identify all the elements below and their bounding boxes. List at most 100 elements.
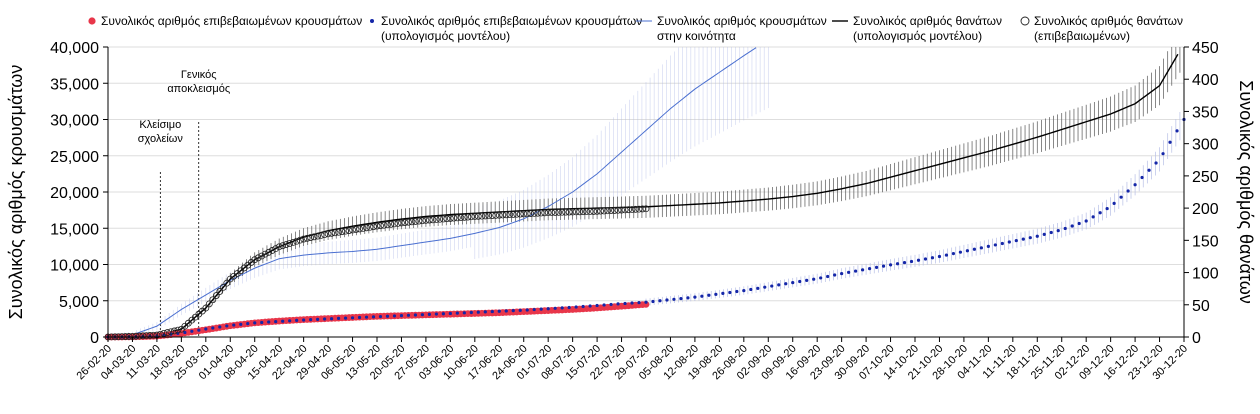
series-confirmed-deaths-point [212, 292, 220, 299]
series-confirmed-deaths-point [328, 229, 335, 237]
series-confirmed-deaths-point [614, 206, 622, 214]
series-confirmed-deaths-point [625, 206, 632, 214]
series-model-cases-point [1133, 183, 1137, 187]
series-confirmed-deaths-point [282, 241, 290, 248]
series-model-cases-point [469, 310, 473, 315]
series-confirmed-deaths-point [628, 206, 636, 213]
series-model-cases-point [560, 306, 564, 310]
series-confirmed-deaths-point [254, 254, 262, 262]
series-confirmed-deaths-point [586, 208, 594, 215]
series-model-cases-point [1119, 195, 1123, 199]
series-confirmed-deaths-point [621, 206, 629, 214]
series-model-cases-point [937, 254, 942, 259]
series-model-cases-point [511, 309, 515, 313]
series-model-cases-point [553, 306, 557, 310]
series-confirmed-deaths-point [289, 238, 297, 246]
series-confirmed-deaths-point [331, 229, 339, 237]
series-model-cases-point [476, 310, 480, 314]
right-axis-title: Συνολικός αριθμός θανάτων [1236, 80, 1256, 304]
series-community-line [107, 47, 757, 338]
series-confirmed-deaths-point [555, 208, 563, 216]
series-confirmed-deaths-point [523, 210, 531, 218]
legend-label-line: στην κοινότητα [657, 29, 736, 43]
series-model-cases-point [413, 313, 418, 317]
series-confirmed-deaths-point [163, 329, 171, 336]
series-confirmed-deaths-point [600, 207, 608, 215]
series-confirmed-deaths-point [527, 210, 535, 217]
series-model-cases-point [225, 324, 229, 328]
series-confirmed-deaths-point [499, 211, 507, 219]
series-model-cases-point [567, 305, 571, 310]
series-confirmed-deaths-point [639, 205, 646, 213]
series-model-cases-point [441, 312, 445, 316]
series-model-cases-point [539, 307, 543, 311]
legend-marker-model-cases [370, 19, 374, 23]
series-model-cases-point [630, 301, 634, 305]
series-confirmed-deaths-point [597, 207, 604, 215]
series-model-cases-point [1147, 168, 1151, 172]
series-confirmed-deaths-point [401, 219, 409, 226]
series-model-cases-point [420, 313, 425, 317]
series-model-cases-point [993, 243, 997, 247]
series-confirmed-deaths-point [635, 205, 643, 213]
series-confirmed-deaths-point [642, 205, 650, 213]
series-confirmed-deaths-point [618, 206, 625, 214]
left-tick-label: 35,000 [50, 76, 99, 93]
legend-label: Συνολικός αριθμός θανάτων (επιβεβαιωμένων… [1034, 14, 1183, 43]
series-model-cases-point [455, 311, 459, 315]
series-confirmed-deaths-point [394, 219, 402, 227]
series-confirmed-deaths-point [495, 211, 503, 219]
left-axis-title: Συνολικός αριθμός κρουσμάτων [6, 65, 26, 320]
series-model-cases-point [616, 302, 620, 306]
series-confirmed-deaths-point [296, 236, 304, 244]
series-confirmed-deaths-point [359, 224, 367, 232]
series-confirmed-deaths-point [513, 210, 521, 218]
series-model-cases-point [1049, 230, 1053, 235]
series-model-cases-point [532, 307, 536, 312]
right-tick-label: 200 [1192, 201, 1219, 218]
series-model-cases-point [1126, 189, 1130, 193]
series-confirmed-deaths-point [426, 216, 433, 224]
series-confirmed-deaths-point [590, 208, 597, 215]
series-model-cases-point [434, 312, 438, 316]
series-model-cases-point [854, 269, 858, 273]
series-model-cases-point [847, 270, 851, 274]
series-confirmed-deaths-point [363, 224, 370, 232]
series-confirmed-deaths-point [391, 220, 398, 228]
series-model-cases-point [923, 257, 928, 261]
series-model-cases-point [826, 274, 830, 279]
series-confirmed-deaths-point [572, 208, 580, 216]
legend-label-line: (υπολογισμός μοντέλου) [853, 29, 982, 43]
right-tick-label: 300 [1192, 137, 1219, 154]
series-model-cases-point [637, 301, 641, 305]
series-model-cases-point [742, 289, 746, 293]
series-model-cases-point [1077, 221, 1081, 226]
series-confirmed-deaths-point [408, 218, 416, 226]
series-model-cases-point [812, 277, 816, 281]
series-confirmed-deaths-point [321, 231, 328, 239]
series-model-cases-point [679, 296, 683, 301]
series-model-cases-point [721, 291, 725, 295]
series-model-cases-point [197, 328, 201, 332]
series-model-cases-point [546, 307, 550, 311]
series-confirmed-deaths-point [460, 213, 468, 221]
series-model-cases-point [770, 284, 774, 288]
series-confirmed-deaths-point [202, 304, 210, 312]
left-tick-label: 40,000 [50, 40, 99, 57]
series-model-cases-point [784, 282, 788, 286]
series-confirmed-deaths-point [492, 211, 500, 219]
series-confirmed-deaths-point [132, 332, 140, 340]
series-model-cases-point [867, 266, 872, 271]
legend-marker-confirmed-deaths [1020, 16, 1030, 26]
series-confirmed-deaths-point [478, 212, 486, 220]
series-confirmed-deaths-point [415, 217, 423, 225]
series-confirmed-deaths-point [216, 288, 224, 295]
series-model-cases-point [602, 303, 606, 307]
series-model-cases-point [777, 283, 781, 287]
series-confirmed-deaths-point [551, 209, 559, 216]
series-confirmed-deaths-point [366, 223, 374, 231]
series-confirmed-deaths-point [300, 235, 308, 243]
series-model-cases-point [623, 301, 627, 306]
series-confirmed-deaths-point [398, 219, 405, 227]
